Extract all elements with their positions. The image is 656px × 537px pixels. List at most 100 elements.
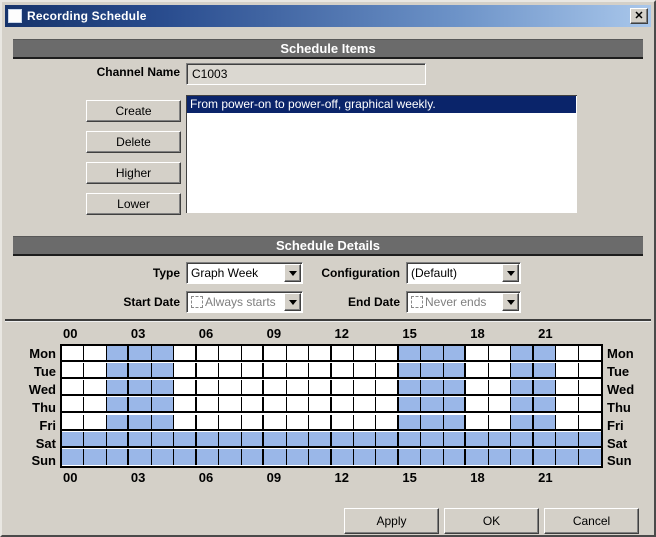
grid-cell-tue-3[interactable]	[129, 363, 152, 380]
grid-cell-sun-17[interactable]	[443, 448, 467, 465]
grid-cell-sun-18[interactable]	[466, 448, 489, 465]
grid-cell-fri-7[interactable]	[219, 414, 242, 431]
grid-cell-wed-3[interactable]	[129, 380, 152, 397]
grid-cell-mon-2[interactable]	[106, 346, 130, 362]
grid-cell-sun-14[interactable]	[376, 448, 399, 465]
grid-cell-fri-18[interactable]	[466, 414, 489, 431]
grid-cell-thu-20[interactable]	[511, 397, 534, 414]
grid-cell-tue-23[interactable]	[578, 363, 601, 380]
grid-cell-tue-13[interactable]	[353, 363, 377, 380]
grid-cell-sat-18[interactable]	[466, 431, 489, 448]
grid-cell-wed-7[interactable]	[219, 380, 242, 397]
grid-cell-wed-11[interactable]	[309, 380, 332, 397]
grid-cell-fri-17[interactable]	[443, 414, 467, 431]
grid-cell-fri-23[interactable]	[578, 414, 601, 431]
grid-cell-thu-16[interactable]	[421, 397, 444, 414]
grid-cell-mon-20[interactable]	[511, 346, 534, 362]
grid-cell-tue-5[interactable]	[174, 363, 197, 380]
grid-cell-tue-20[interactable]	[511, 363, 534, 380]
grid-cell-tue-6[interactable]	[196, 363, 220, 380]
ok-button[interactable]: OK	[444, 508, 539, 534]
grid-cell-fri-15[interactable]	[398, 414, 422, 431]
channel-name-field[interactable]: C1003	[186, 63, 426, 85]
grid-cell-tue-16[interactable]	[421, 363, 444, 380]
configuration-dropdown-button[interactable]	[502, 264, 519, 282]
grid-cell-sun-0[interactable]	[62, 448, 85, 465]
grid-cell-mon-6[interactable]	[196, 346, 220, 362]
grid-cell-fri-0[interactable]	[62, 414, 85, 431]
grid-cell-tue-22[interactable]	[556, 363, 579, 380]
grid-cell-thu-6[interactable]	[196, 397, 220, 414]
grid-cell-wed-9[interactable]	[264, 380, 287, 397]
grid-cell-sun-6[interactable]	[196, 448, 220, 465]
grid-cell-tue-15[interactable]	[398, 363, 422, 380]
grid-cell-thu-10[interactable]	[286, 397, 310, 414]
grid-cell-sun-19[interactable]	[488, 448, 512, 465]
grid-cell-sun-23[interactable]	[578, 448, 601, 465]
grid-cell-tue-7[interactable]	[219, 363, 242, 380]
grid-cell-thu-0[interactable]	[62, 397, 85, 414]
grid-cell-wed-18[interactable]	[466, 380, 489, 397]
type-dropdown-button[interactable]	[284, 264, 301, 282]
grid-cell-wed-20[interactable]	[511, 380, 534, 397]
grid-cell-sun-9[interactable]	[264, 448, 287, 465]
grid-cell-thu-1[interactable]	[84, 397, 107, 414]
grid-cell-mon-3[interactable]	[129, 346, 152, 362]
grid-cell-fri-3[interactable]	[129, 414, 152, 431]
grid-cell-sat-13[interactable]	[353, 431, 377, 448]
grid-cell-fri-16[interactable]	[421, 414, 444, 431]
grid-cell-fri-10[interactable]	[286, 414, 310, 431]
grid-cell-wed-6[interactable]	[196, 380, 220, 397]
grid-cell-wed-14[interactable]	[376, 380, 399, 397]
grid-cell-fri-22[interactable]	[556, 414, 579, 431]
grid-cell-fri-5[interactable]	[174, 414, 197, 431]
grid-cell-wed-19[interactable]	[488, 380, 512, 397]
grid-cell-thu-21[interactable]	[533, 397, 557, 414]
schedule-items-list[interactable]: From power-on to power-off, graphical we…	[186, 95, 577, 213]
grid-cell-fri-19[interactable]	[488, 414, 512, 431]
grid-cell-tue-4[interactable]	[151, 363, 175, 380]
grid-cell-mon-1[interactable]	[84, 346, 107, 362]
grid-cell-wed-16[interactable]	[421, 380, 444, 397]
grid-cell-mon-7[interactable]	[219, 346, 242, 362]
grid-cell-sun-1[interactable]	[84, 448, 107, 465]
grid-cell-sun-13[interactable]	[353, 448, 377, 465]
grid-cell-tue-2[interactable]	[106, 363, 130, 380]
grid-cell-sat-15[interactable]	[398, 431, 422, 448]
grid-cell-fri-14[interactable]	[376, 414, 399, 431]
grid-cell-sat-6[interactable]	[196, 431, 220, 448]
create-button[interactable]: Create	[86, 100, 181, 122]
higher-button[interactable]: Higher	[86, 162, 181, 184]
grid-cell-sat-14[interactable]	[376, 431, 399, 448]
grid-cell-mon-8[interactable]	[241, 346, 265, 362]
grid-cell-sun-15[interactable]	[398, 448, 422, 465]
grid-cell-wed-21[interactable]	[533, 380, 557, 397]
grid-cell-fri-21[interactable]	[533, 414, 557, 431]
grid-cell-thu-15[interactable]	[398, 397, 422, 414]
grid-cell-tue-10[interactable]	[286, 363, 310, 380]
grid-cell-thu-2[interactable]	[106, 397, 130, 414]
grid-cell-sun-10[interactable]	[286, 448, 310, 465]
grid-cell-tue-8[interactable]	[241, 363, 265, 380]
grid-cell-sun-16[interactable]	[421, 448, 444, 465]
grid-cell-thu-4[interactable]	[151, 397, 175, 414]
grid-cell-wed-22[interactable]	[556, 380, 579, 397]
grid-cell-mon-22[interactable]	[556, 346, 579, 362]
grid-cell-tue-0[interactable]	[62, 363, 85, 380]
grid-cell-sat-5[interactable]	[174, 431, 197, 448]
start-date-combobox[interactable]: Always starts	[186, 291, 303, 313]
grid-cell-sat-21[interactable]	[533, 431, 557, 448]
grid-cell-sat-0[interactable]	[62, 431, 85, 448]
grid-cell-sat-9[interactable]	[264, 431, 287, 448]
grid-cell-tue-9[interactable]	[264, 363, 287, 380]
grid-cell-tue-1[interactable]	[84, 363, 107, 380]
grid-cell-fri-9[interactable]	[264, 414, 287, 431]
grid-cell-mon-12[interactable]	[331, 346, 354, 362]
grid-cell-wed-0[interactable]	[62, 380, 85, 397]
grid-cell-sat-23[interactable]	[578, 431, 601, 448]
grid-cell-mon-21[interactable]	[533, 346, 557, 362]
grid-cell-mon-5[interactable]	[174, 346, 197, 362]
grid-cell-thu-22[interactable]	[556, 397, 579, 414]
grid-cell-sat-8[interactable]	[241, 431, 265, 448]
grid-cell-wed-1[interactable]	[84, 380, 107, 397]
